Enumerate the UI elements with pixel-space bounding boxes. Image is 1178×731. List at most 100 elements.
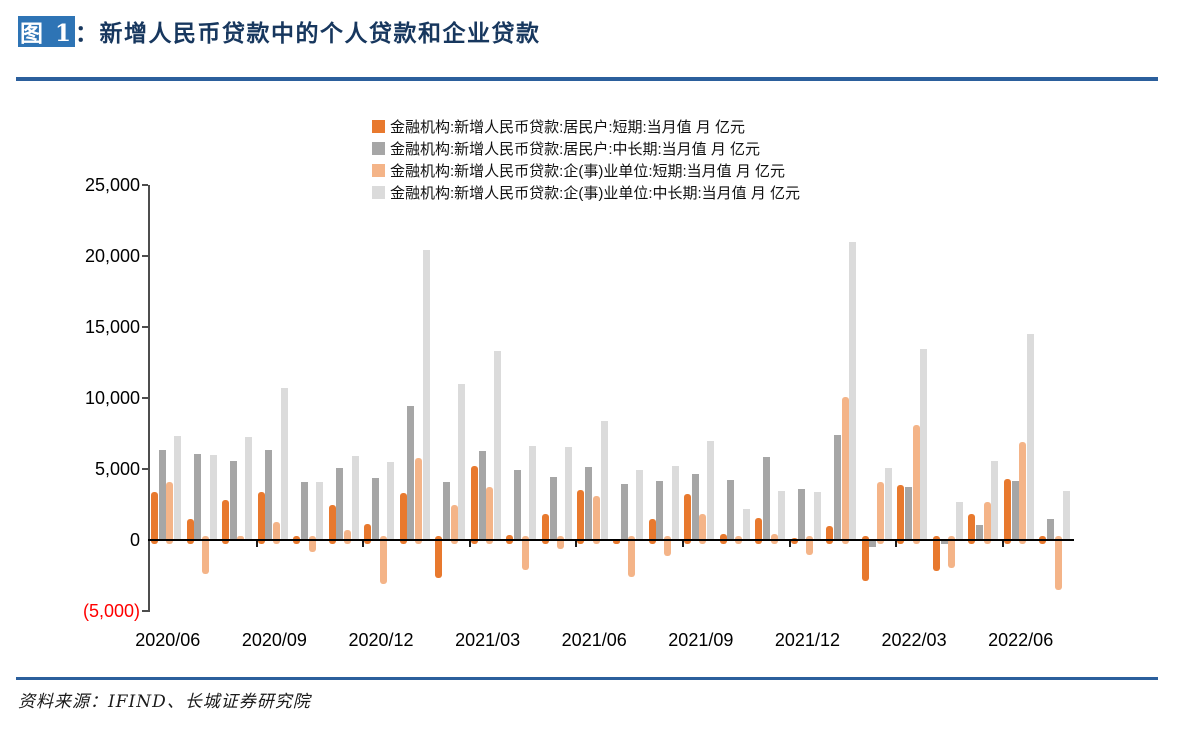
household-mlt-bar-2020/12: [371, 477, 379, 540]
y-axis-tick: [142, 397, 148, 399]
household-mlt-bar-2021/09: [691, 473, 699, 540]
household-mlt-bar-2022/05: [976, 525, 984, 540]
corporate-mlt-bar-2020/06: [174, 435, 182, 540]
household-mlt-bar-2020/08: [229, 460, 237, 540]
household-short-bar-2022/01: [826, 525, 834, 544]
y-axis-label: 15,000: [84, 317, 140, 337]
x-axis-tick: [1001, 541, 1004, 547]
y-axis-tick: [142, 255, 148, 257]
x-axis-tick: [362, 541, 365, 547]
corporate-short-bar-2020/10: [308, 536, 316, 552]
corporate-mlt-bar-2020/11: [351, 456, 359, 540]
household-short-bar-2022/04: [932, 536, 940, 571]
corporate-mlt-bar-2021/03: [493, 351, 501, 540]
legend-item-corporate-mlt: 金融机构:新增人民币贷款:企(事)业单位:中长期:当月值 月 亿元: [372, 181, 800, 203]
household-mlt-bar-2020/06: [158, 449, 166, 540]
household-mlt-bar-2022/02: [869, 540, 877, 547]
x-axis-tick: [255, 541, 258, 547]
header-divider: [16, 77, 1158, 81]
corporate-mlt-bar-2020/10: [316, 481, 324, 540]
x-axis-label: 2021/03: [455, 630, 521, 650]
household-short-bar-2021/09: [684, 494, 692, 544]
household-mlt-bar-2022/03: [905, 486, 912, 540]
household-mlt-bar-2020/10: [300, 482, 308, 540]
corporate-short-bar-2020/06: [166, 482, 174, 544]
household-short-bar-2021/07: [613, 538, 620, 544]
household-mlt-bar-2020/07: [194, 453, 202, 540]
corporate-mlt-bar-2021/05: [565, 447, 573, 540]
x-axis-label: 2022/03: [881, 630, 947, 650]
household-short-bar-2021/02: [435, 536, 443, 579]
x-axis-label: 2021/06: [561, 630, 627, 650]
x-axis-label: 2021/12: [774, 630, 840, 650]
corporate-mlt-bar-2021/11: [778, 491, 786, 540]
corporate-mlt-bar-2022/07: [1062, 490, 1070, 540]
y-axis-label: 0: [129, 530, 140, 550]
household-mlt-bar-2022/01: [833, 434, 841, 540]
chart-legend: 金融机构:新增人民币贷款:居民户:短期:当月值 月 亿元 金融机构:新增人民币贷款…: [372, 115, 800, 203]
household-mlt-bar-2021/03: [478, 451, 486, 540]
household-short-bar-2022/03: [897, 485, 905, 544]
x-axis-label: 2020/12: [348, 630, 414, 650]
y-axis-tick: [142, 326, 148, 328]
corporate-short-bar-2021/02: [450, 504, 458, 544]
corporate-short-bar-2022/01: [841, 396, 849, 544]
x-axis-tick: [575, 541, 578, 547]
legend-item-household-mlt: 金融机构:新增人民币贷款:居民户:中长期:当月值 月 亿元: [372, 137, 800, 159]
legend-swatch-corporate-mlt: [372, 185, 385, 199]
legend-label: 金融机构:新增人民币贷款:企(事)业单位:中长期:当月值 月 亿元: [390, 184, 800, 202]
corporate-mlt-bar-2021/02: [458, 383, 466, 540]
data-source-note: 资料来源：IFIND、长城证券研究院: [18, 692, 311, 712]
corporate-short-bar-2020/11: [344, 529, 352, 544]
corporate-short-bar-2021/03: [486, 486, 494, 544]
household-mlt-bar-2022/07: [1047, 518, 1055, 540]
household-short-bar-2022/02: [861, 536, 869, 582]
x-axis-label: 2020/06: [135, 630, 201, 650]
footer-divider: [16, 677, 1158, 680]
x-axis-label: 2022/06: [988, 630, 1054, 650]
household-short-bar-2021/08: [648, 518, 656, 544]
corporate-short-bar-2022/06: [1019, 441, 1027, 544]
corporate-mlt-bar-2022/05: [991, 461, 999, 540]
household-short-bar-2020/08: [222, 499, 230, 544]
y-axis-label: (5,000): [82, 601, 140, 621]
corporate-short-bar-2021/01: [415, 458, 423, 544]
household-mlt-bar-2021/06: [585, 466, 593, 540]
household-short-bar-2021/11: [755, 518, 763, 544]
x-axis-tick: [468, 541, 471, 547]
x-axis-tick: [895, 541, 898, 547]
corporate-short-bar-2021/05: [557, 536, 565, 550]
household-mlt-bar-2021/02: [443, 481, 450, 540]
corporate-mlt-bar-2022/04: [955, 502, 963, 540]
corporate-mlt-bar-2021/08: [671, 465, 679, 540]
corporate-mlt-bar-2020/08: [245, 437, 253, 540]
household-short-bar-2020/11: [328, 504, 336, 544]
corporate-mlt-bar-2021/04: [529, 446, 537, 540]
corporate-mlt-bar-2021/10: [742, 508, 750, 540]
household-short-bar-2020/07: [186, 518, 194, 544]
corporate-mlt-bar-2021/12: [813, 491, 821, 540]
household-short-bar-2021/06: [577, 490, 585, 544]
household-short-bar-2021/10: [719, 533, 727, 544]
y-axis-label: 10,000: [84, 388, 140, 408]
y-axis-label: 5,000: [94, 459, 140, 479]
x-axis-label: 2020/09: [241, 630, 307, 650]
household-mlt-bar-2022/06: [1011, 480, 1019, 540]
corporate-short-bar-2022/04: [948, 536, 956, 568]
household-short-bar-2020/09: [257, 491, 265, 544]
y-axis-label: 20,000: [84, 246, 140, 266]
household-short-bar-2022/06: [1003, 479, 1011, 544]
figure-title: 新增人民币贷款中的个人贷款和企业贷款: [99, 20, 541, 47]
corporate-short-bar-2022/02: [877, 481, 885, 544]
corporate-mlt-bar-2021/07: [636, 469, 644, 540]
corporate-short-bar-2021/12: [806, 536, 814, 555]
household-mlt-bar-2021/01: [407, 405, 415, 540]
x-axis-tick: [788, 541, 791, 547]
household-mlt-bar-2020/09: [265, 449, 273, 540]
household-short-bar-2021/03: [470, 465, 478, 544]
figure-title-colon: ：: [75, 20, 100, 47]
corporate-mlt-bar-2022/06: [1027, 334, 1035, 540]
household-mlt-bar-2021/04: [514, 470, 522, 540]
y-axis-label: 25,000: [84, 175, 140, 195]
